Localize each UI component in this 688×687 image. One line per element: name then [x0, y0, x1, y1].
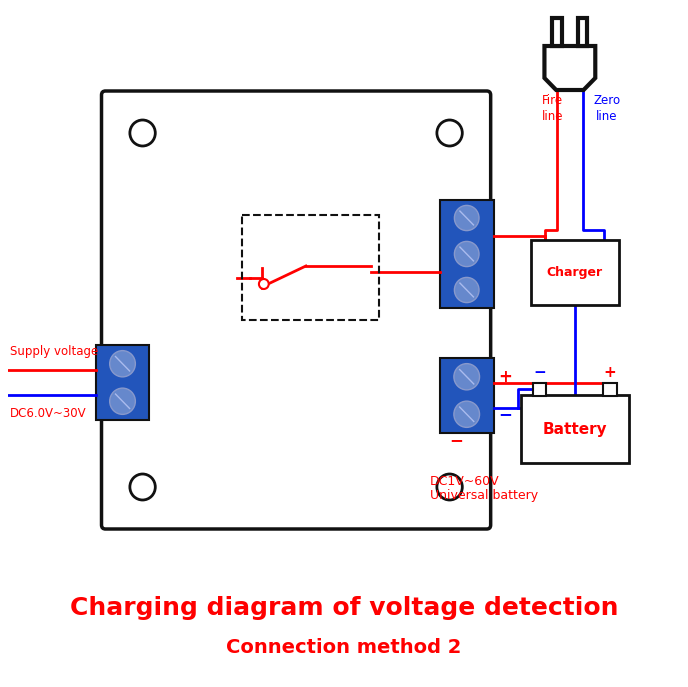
Circle shape	[437, 474, 462, 500]
Text: Charging diagram of voltage detection: Charging diagram of voltage detection	[69, 596, 619, 620]
Text: +: +	[499, 368, 513, 385]
Bar	[530, 240, 619, 305]
Text: +: +	[603, 365, 616, 380]
Text: Battery: Battery	[542, 422, 607, 436]
Text: −: −	[449, 431, 463, 449]
Text: DC6.0V~30V: DC6.0V~30V	[10, 407, 86, 420]
Circle shape	[109, 350, 136, 377]
Circle shape	[109, 388, 136, 414]
Bar	[533, 383, 546, 396]
Circle shape	[130, 474, 155, 500]
Circle shape	[437, 120, 462, 146]
Circle shape	[454, 401, 480, 427]
Polygon shape	[578, 18, 588, 46]
Text: Fire
line: Fire line	[541, 94, 563, 123]
Bar	[440, 200, 493, 308]
Bar	[242, 215, 379, 320]
Circle shape	[259, 279, 269, 289]
Bar	[440, 358, 493, 433]
Polygon shape	[544, 46, 595, 90]
Circle shape	[454, 205, 479, 231]
Bar	[603, 383, 617, 396]
Text: DC1V~60V: DC1V~60V	[430, 475, 499, 488]
Polygon shape	[552, 18, 562, 46]
Text: Charger: Charger	[547, 266, 603, 279]
Text: Zero
line: Zero line	[594, 94, 621, 123]
Bar	[521, 395, 629, 463]
Circle shape	[454, 278, 479, 302]
Circle shape	[454, 241, 479, 267]
Circle shape	[454, 363, 480, 390]
Circle shape	[130, 120, 155, 146]
FancyBboxPatch shape	[102, 91, 491, 529]
Text: Connection method 2: Connection method 2	[226, 638, 462, 657]
Bar	[96, 345, 149, 420]
Text: −: −	[533, 365, 546, 380]
Text: −: −	[499, 405, 513, 423]
Text: Universal battery: Universal battery	[430, 489, 538, 502]
Text: Supply voltage: Supply voltage	[10, 345, 98, 358]
